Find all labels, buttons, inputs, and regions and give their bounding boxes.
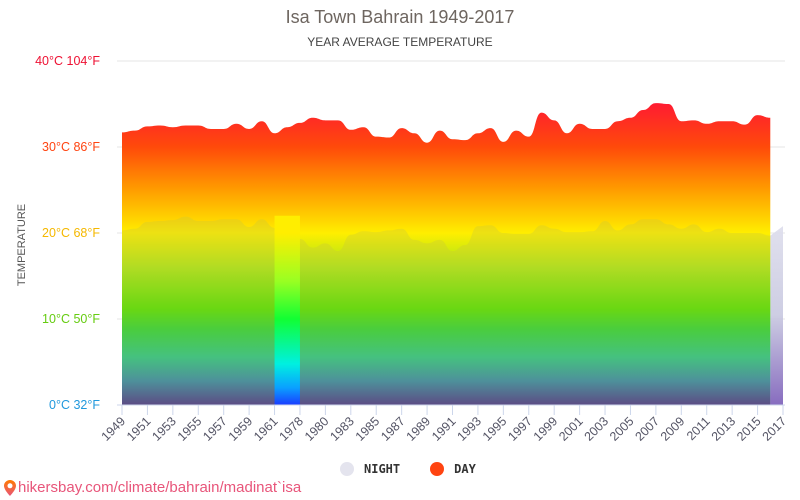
x-tick-label: 1995	[480, 414, 510, 444]
x-tick-label: 2015	[734, 414, 764, 444]
x-tick-label: 1957	[200, 414, 230, 444]
x-tick-label: 1978	[277, 414, 307, 444]
x-tick-label: 2013	[709, 414, 739, 444]
x-tick-label: 2003	[582, 414, 612, 444]
x-tick-label: 1989	[404, 414, 434, 444]
x-tick-label: 2009	[658, 414, 688, 444]
y-tick-20: 20°C 68°F	[42, 226, 100, 240]
source-link[interactable]: hikersbay.com/climate/bahrain/madinat`is…	[4, 479, 301, 496]
legend-item-night[interactable]: NIGHT	[340, 462, 400, 476]
x-tick-label: 2011	[684, 414, 713, 443]
legend-label-day: DAY	[454, 462, 476, 476]
x-axis-labels: 1949195119531955195719591961197819801983…	[99, 414, 790, 444]
legend-label-night: NIGHT	[364, 462, 401, 476]
y-axis-label: TEMPERATURE	[16, 203, 28, 287]
x-tick-label: 2005	[607, 414, 637, 444]
night-series-tail-area	[770, 226, 783, 405]
y-tick-30: 30°C 86°F	[42, 140, 100, 154]
x-tick-label: 1949	[99, 414, 129, 444]
x-tick-label: 2007	[632, 414, 662, 444]
y-tick-10: 10°C 50°F	[42, 312, 100, 326]
chart-legend: NIGHT DAY	[340, 462, 476, 476]
night-dot-icon	[340, 462, 354, 476]
x-tick-label: 1959	[226, 414, 256, 444]
x-tick-label: 1953	[149, 414, 179, 444]
legend-item-day[interactable]: DAY	[430, 462, 476, 476]
x-tick-label: 1999	[531, 414, 561, 444]
x-axis-ticks	[121, 405, 784, 415]
x-tick-label: 1955	[175, 414, 205, 444]
chart-subtitle: YEAR AVERAGE TEMPERATURE	[307, 35, 493, 49]
x-tick-label: 1951	[124, 414, 154, 444]
y-tick-40: 40°C 104°F	[35, 54, 100, 68]
x-tick-label: 1991	[429, 414, 459, 444]
x-tick-label: 1993	[454, 414, 484, 444]
x-tick-label: 1961	[251, 414, 281, 444]
day-dot-icon	[430, 462, 445, 476]
night-gap-area	[274, 215, 300, 405]
x-tick-label: 1997	[505, 414, 535, 444]
x-tick-label: 1987	[378, 414, 408, 444]
x-tick-label: 2017	[760, 414, 790, 444]
x-tick-label: 1985	[353, 414, 383, 444]
source-link-text: hikersbay.com/climate/bahrain/madinat`is…	[18, 479, 302, 496]
x-tick-label: 2001	[556, 414, 586, 444]
map-pin-icon	[4, 479, 16, 496]
night-series-area	[122, 216, 771, 405]
x-tick-label: 1980	[302, 414, 332, 444]
chart-title: Isa Town Bahrain 1949-2017	[285, 7, 515, 27]
x-tick-label: 1983	[327, 414, 357, 444]
y-tick-0: 0°C 32°F	[49, 398, 100, 412]
